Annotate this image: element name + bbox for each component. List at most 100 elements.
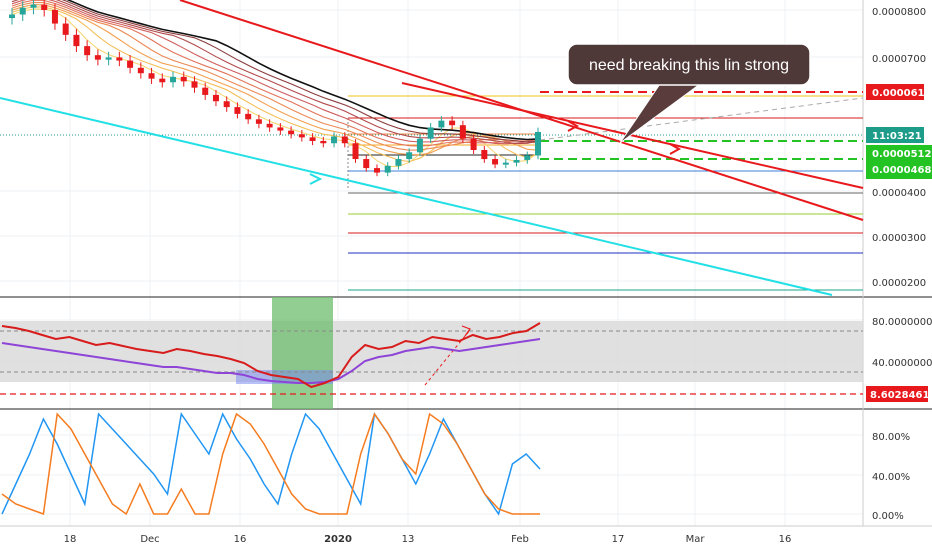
candle [438, 120, 445, 128]
candle [19, 7, 26, 15]
y-tick-label: 80.0000000 [872, 317, 932, 328]
candle [180, 76, 187, 82]
candle [427, 127, 434, 139]
candle [384, 165, 391, 173]
y-tick-label: 40.00% [872, 472, 910, 483]
callout-text: need breaking this lin strong [589, 57, 789, 74]
price-tag-label: 11:03:21 [872, 131, 922, 142]
candle [137, 67, 144, 74]
grid [0, 0, 863, 526]
ribbon-line [11, 1, 539, 151]
candle [9, 14, 15, 19]
candle [373, 168, 380, 173]
candle [298, 134, 305, 138]
callout-box [567, 43, 811, 86]
ribbon-line [66, 0, 539, 141]
x-tick-label: 2020 [324, 534, 352, 545]
candle [459, 125, 466, 139]
price-tag-timer: 11:03:21 [866, 127, 924, 143]
candle [234, 107, 241, 114]
rsi-tag: 8.6028461 [866, 386, 930, 402]
price-tag-label: 0.0000616 [872, 88, 932, 99]
candle [245, 113, 252, 120]
x-tick-label: 16 [779, 534, 792, 545]
red-arrow-icon [567, 120, 580, 132]
candle [148, 73, 155, 79]
ribbon-line [11, 0, 539, 147]
candle [94, 55, 101, 60]
rsi-fast-line [1, 322, 541, 389]
y-tick-label: 0.0000200 [872, 278, 926, 289]
red-trendline-second [401, 82, 864, 189]
rsi-oversold-highlight [272, 297, 333, 409]
ribbon-line [11, 0, 539, 145]
rsi-axis: 80.0000000 40.0000000 [872, 317, 932, 369]
rsi-slow-line [1, 338, 541, 384]
candle [492, 159, 499, 165]
price-tag-bg [866, 127, 924, 143]
level-grey-dashed [539, 97, 864, 141]
x-tick-label: Mar [686, 534, 706, 545]
y-tick-label: 80.00% [872, 432, 910, 443]
candle [170, 76, 177, 83]
y-tick-label: 40.0000000 [872, 358, 932, 369]
candle [277, 127, 284, 131]
candle [309, 137, 316, 141]
moving-average-ribbon [11, 0, 539, 167]
x-tick-label: 18 [64, 534, 77, 545]
candle [449, 120, 456, 126]
candle [288, 130, 295, 135]
ribbon-line [11, 4, 539, 156]
x-tick-label: 13 [402, 534, 415, 545]
candle [524, 155, 531, 160]
candle [266, 123, 273, 128]
candle [223, 101, 230, 108]
y-tick-label: 0.0000300 [872, 233, 926, 244]
candle [255, 119, 262, 124]
ribbon-line [11, 8, 539, 167]
candle [202, 87, 209, 95]
candle [84, 46, 91, 56]
candle [331, 136, 338, 144]
price-tag-bg [866, 145, 932, 179]
ribbon-line [12, 0, 539, 143]
candle [395, 159, 402, 166]
price-tag-label: 8.6028461 [870, 390, 930, 401]
cyan-arrow-icon [309, 173, 323, 185]
oscillator-axis: 80.00% 40.00% 0.00% [872, 432, 910, 522]
y-tick-label: 0.00% [872, 511, 904, 522]
candle [51, 10, 58, 24]
candle [535, 131, 541, 156]
time-axis: 18 Dec 16 2020 13 Feb 17 Mar 16 [64, 534, 792, 545]
candle [62, 23, 69, 35]
candle [159, 78, 166, 83]
candle [416, 138, 423, 153]
price-tag-green: 0.0000512 0.0000468 [866, 145, 932, 179]
candle [41, 4, 48, 10]
candle [341, 136, 348, 144]
candle [191, 81, 198, 88]
candle [352, 143, 359, 160]
candle [30, 4, 37, 8]
x-tick-label: Dec [140, 534, 159, 545]
candle [470, 138, 477, 151]
candle [105, 57, 112, 60]
price-tag-current: 0.0000616 [866, 84, 932, 100]
price-axis: 0.0000800 0.0000700 0.0000400 0.0000300 … [872, 7, 926, 289]
candle [513, 159, 520, 163]
candle [127, 60, 134, 68]
price-tag-label: 0.0000468 [872, 165, 932, 176]
x-tick-label: Feb [511, 534, 529, 545]
y-tick-label: 0.0000700 [872, 54, 926, 65]
candle [406, 152, 413, 160]
price-tag-label: 0.0000512 [872, 149, 932, 160]
y-tick-label: 0.0000800 [872, 7, 926, 18]
price-tag-bg [866, 84, 924, 100]
candle [502, 162, 509, 165]
oscillator-orange-line [1, 412, 540, 516]
candle [481, 150, 488, 160]
y-tick-label: 0.0000400 [872, 188, 926, 199]
x-tick-label: 16 [234, 534, 247, 545]
